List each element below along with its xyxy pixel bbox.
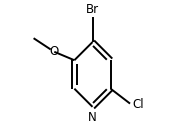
Text: Br: Br <box>86 3 99 16</box>
Text: N: N <box>88 111 97 124</box>
Text: Cl: Cl <box>132 98 144 111</box>
Text: O: O <box>50 45 59 58</box>
